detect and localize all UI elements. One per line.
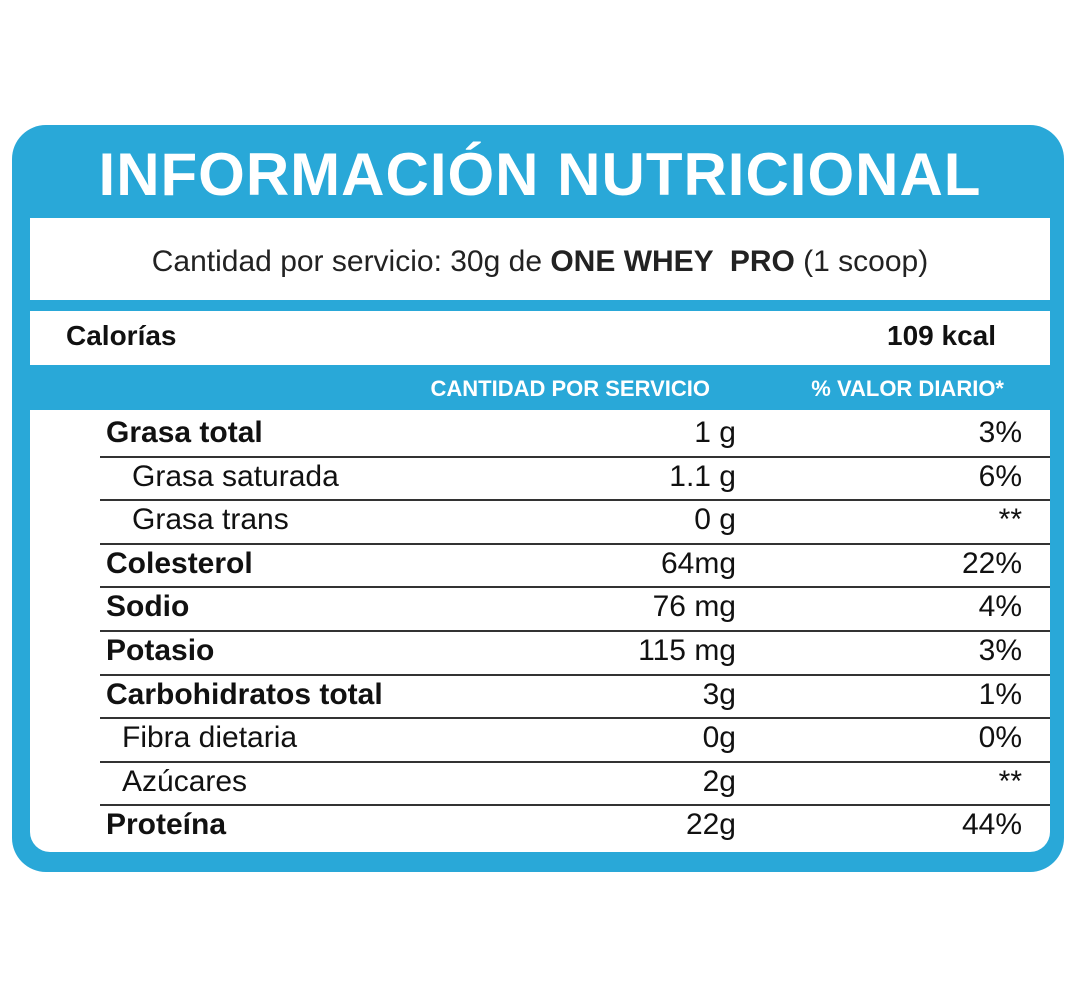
amount: 115 mg xyxy=(638,634,736,667)
amount: 2g xyxy=(702,764,736,798)
nutrient-row: Grasa saturada 1.1 g 6% xyxy=(100,456,1050,502)
calories-panel xyxy=(30,311,1050,365)
nutrient-name: Sodio xyxy=(106,590,190,624)
nutrient-row: Proteína 22g 44% xyxy=(100,804,1050,848)
nutrient-row: Colesterol 64mg 22% xyxy=(100,543,1050,589)
nutrient-row: Carbohidratos total 3g 1% xyxy=(100,674,1050,720)
amount: 76 mg xyxy=(652,590,736,624)
amount: 0g xyxy=(702,721,736,755)
calories-label: Calorías xyxy=(66,320,177,351)
calories-value: 109 kcal xyxy=(887,320,996,351)
column-header: CANTIDAD POR SERVICIO xyxy=(430,376,710,401)
daily-value: 0% xyxy=(978,721,1022,755)
amount: 22g xyxy=(685,808,736,842)
column-header: % VALOR DIARIO* xyxy=(811,376,1004,401)
nutrient-name: Grasa saturada xyxy=(132,459,339,493)
amount: 1.1 g xyxy=(669,459,736,493)
nutrient-row: Grasa trans 0 g ** xyxy=(100,499,1050,545)
daily-value: 22% xyxy=(961,546,1022,580)
nutrient-name: Grasa total xyxy=(106,416,263,449)
nutrient-row: Azúcares 2g ** xyxy=(100,761,1050,807)
table-panel: Grasa total 1 g 3% Grasa saturada 1.1 g 6% Gra… xyxy=(30,410,1050,852)
amount: 3g xyxy=(702,677,736,711)
serving-line: Cantidad por servicio: 30g de ONE WHEY P… xyxy=(0,245,1080,279)
daily-value: 1% xyxy=(978,677,1022,711)
nutrient-row: Potasio 115 mg 3% xyxy=(100,630,1050,676)
nutrient-name: Colesterol xyxy=(106,546,253,580)
daily-value: 3% xyxy=(978,416,1022,449)
serving-prefix: Cantidad por servicio: 30g de xyxy=(151,245,542,278)
nutrient-name: Fibra dietaria xyxy=(122,721,298,755)
amount: 64mg xyxy=(660,546,736,580)
amount: 1 g xyxy=(694,416,736,449)
nutrient-name: Potasio xyxy=(106,634,215,667)
daily-value: ** xyxy=(998,503,1022,537)
nutrient-row: Fibra dietaria 0g 0% xyxy=(100,717,1050,763)
nutrient-row: Sodio 76 mg 4% xyxy=(100,586,1050,632)
daily-value: 6% xyxy=(978,459,1022,493)
nutrient-name: Azúcares xyxy=(122,764,248,798)
nutrient-row: Grasa total 1 g 3% xyxy=(100,412,1050,458)
nutrient-name: Proteína xyxy=(106,808,227,842)
serving-panel xyxy=(30,218,1050,300)
amount: 0 g xyxy=(694,503,736,537)
nutrient-name: Carbohidratos total xyxy=(106,677,383,711)
title: INFORMACIÓN NUTRICIONAL xyxy=(98,141,982,208)
daily-value: 44% xyxy=(961,808,1022,842)
nutrient-name: Grasa trans xyxy=(132,503,289,537)
serving-suffix: (1 scoop) xyxy=(803,245,929,278)
product-name: ONE WHEY PRO xyxy=(550,245,795,278)
daily-value: 4% xyxy=(978,590,1022,624)
daily-value: 3% xyxy=(978,634,1022,667)
daily-value: ** xyxy=(998,764,1022,798)
